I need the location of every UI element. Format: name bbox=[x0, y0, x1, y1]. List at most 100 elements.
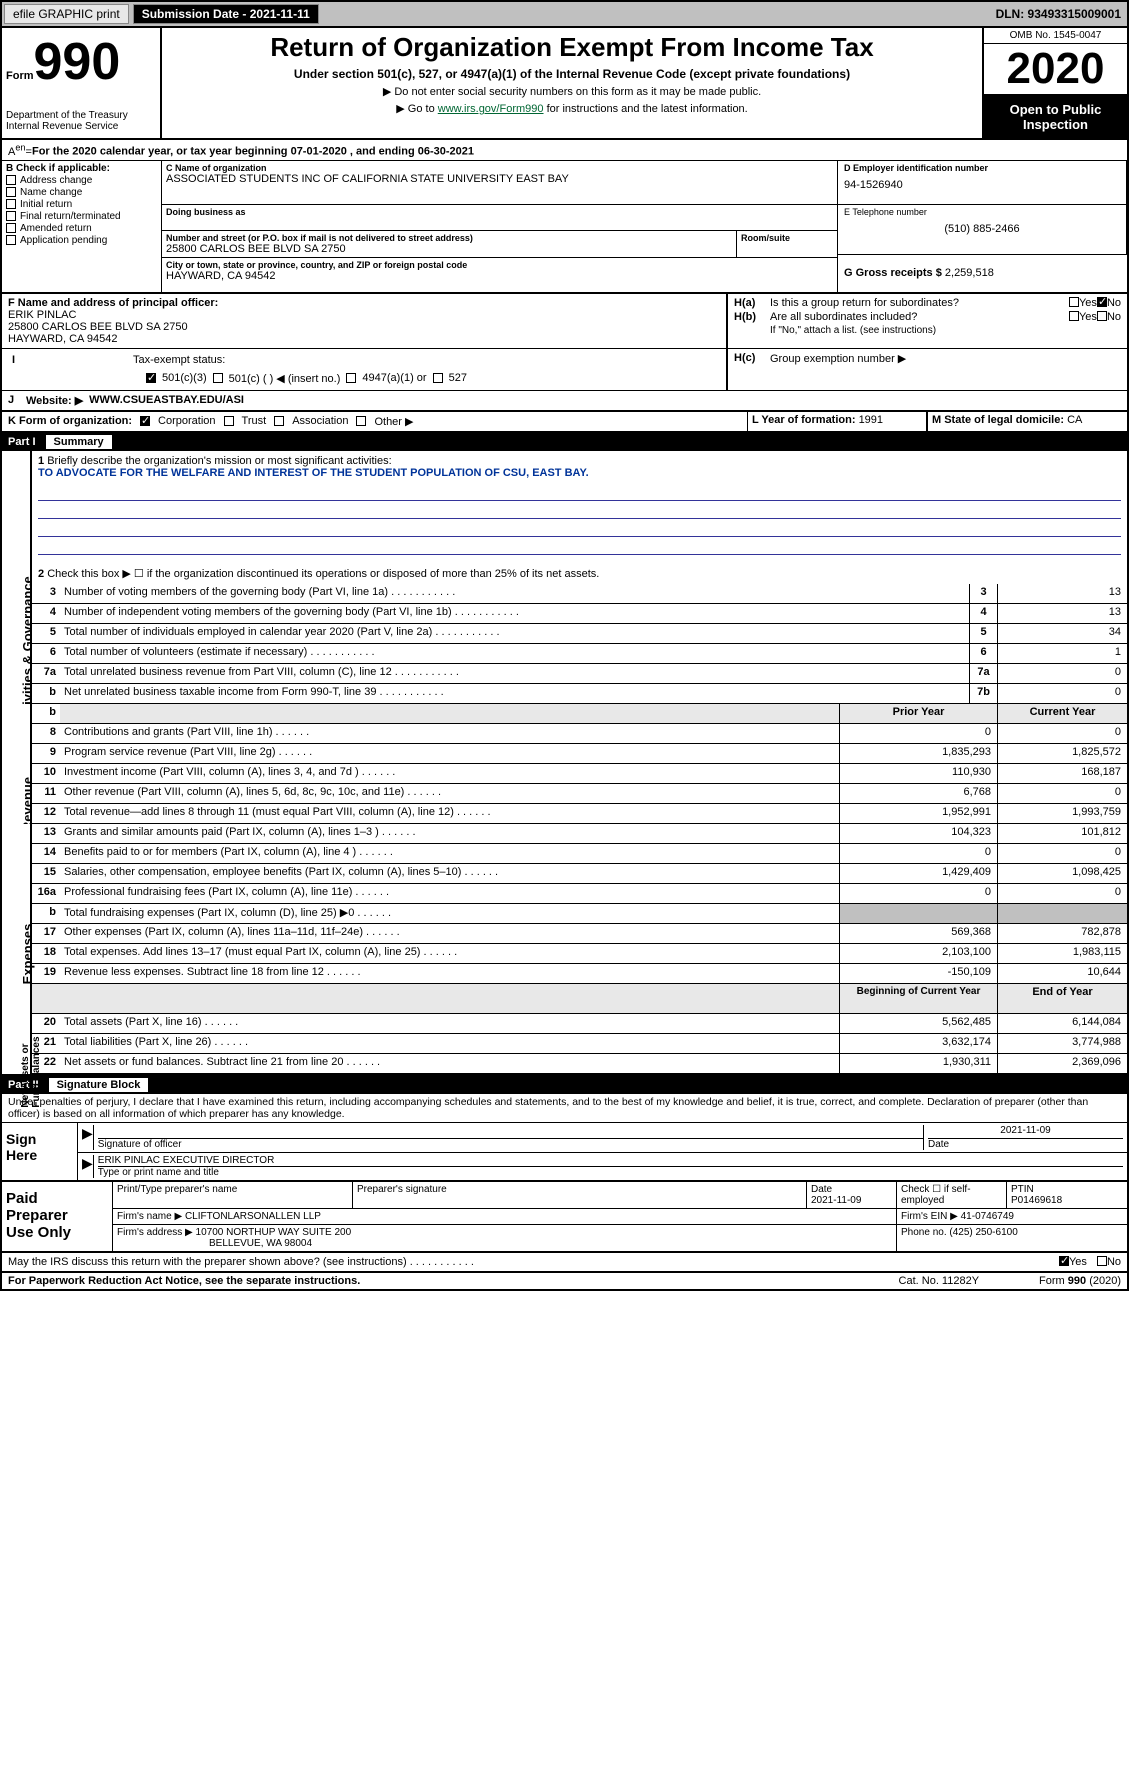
org-info-section: B Check if applicable: Address change Na… bbox=[2, 161, 1127, 294]
form-title: Return of Organization Exempt From Incom… bbox=[170, 32, 974, 63]
paperwork-notice: For Paperwork Reduction Act Notice, see … bbox=[8, 1275, 360, 1287]
form-footer-label: Form 990 (2020) bbox=[1039, 1275, 1121, 1287]
amended-return-checkbox[interactable] bbox=[6, 223, 16, 233]
state-domicile-value: CA bbox=[1067, 414, 1082, 426]
sign-here-section: SignHere ▶ Signature of officer 2021-11-… bbox=[2, 1123, 1127, 1182]
part-1-header: Part I Summary bbox=[2, 433, 1127, 451]
firm-address-value: 10700 NORTHUP WAY SUITE 200 bbox=[196, 1227, 352, 1238]
mission-label: Briefly describe the organization's miss… bbox=[47, 455, 391, 467]
part-2-header: Part II Signature Block bbox=[2, 1076, 1127, 1094]
signature-officer-label: Signature of officer bbox=[98, 1139, 923, 1150]
discuss-yes-checkbox[interactable] bbox=[1059, 1256, 1069, 1266]
discuss-no-checkbox[interactable] bbox=[1097, 1256, 1107, 1266]
expenses-section: Expenses 13Grants and similar amounts pa… bbox=[2, 824, 1127, 984]
year-formation-value: 1991 bbox=[859, 414, 883, 426]
name-change-checkbox[interactable] bbox=[6, 187, 16, 197]
governance-section: Activities & Governance 1 Briefly descri… bbox=[2, 451, 1127, 704]
line-2-text: Check this box ▶ ☐ if the organization d… bbox=[47, 568, 599, 580]
revenue-section: Revenue bPrior YearCurrent Year 8Contrib… bbox=[2, 704, 1127, 824]
print-name-label: Type or print name and title bbox=[98, 1167, 1123, 1178]
prior-year-header: Prior Year bbox=[839, 704, 997, 723]
website-value: WWW.CSUEASTBAY.EDU/ASI bbox=[89, 394, 244, 406]
officer-label: F Name and address of principal officer: bbox=[8, 297, 720, 309]
officer-address: 25800 CARLOS BEE BLVD SA 2750HAYWARD, CA… bbox=[8, 321, 720, 345]
k-label: K Form of organization: bbox=[8, 415, 132, 427]
form-header: Form990 Department of the TreasuryIntern… bbox=[2, 28, 1127, 140]
initial-return-checkbox[interactable] bbox=[6, 199, 16, 209]
self-employed-check: Check ☐ if self-employed bbox=[897, 1182, 1007, 1208]
form-subtitle: Under section 501(c), 527, or 4947(a)(1)… bbox=[170, 67, 974, 81]
subordinates-question: Are all subordinates included? bbox=[770, 311, 1069, 323]
association-checkbox[interactable] bbox=[274, 416, 284, 426]
omb-number: OMB No. 1545-0047 bbox=[984, 28, 1127, 44]
ptin-value: P01469618 bbox=[1011, 1195, 1062, 1206]
discuss-question: May the IRS discuss this return with the… bbox=[8, 1256, 1059, 1268]
hb-yes-checkbox[interactable] bbox=[1069, 311, 1079, 321]
ha-yes-checkbox[interactable] bbox=[1069, 297, 1079, 307]
page-footer: For Paperwork Reduction Act Notice, see … bbox=[2, 1273, 1127, 1289]
netassets-section: Net Assets orFund Balances Beginning of … bbox=[2, 984, 1127, 1076]
officer-print-name: ERIK PINLAC EXECUTIVE DIRECTOR bbox=[98, 1155, 1123, 1167]
ein-value: 94-1526940 bbox=[844, 179, 1120, 191]
top-toolbar: efile GRAPHIC print Submission Date - 20… bbox=[2, 2, 1127, 28]
mission-text: TO ADVOCATE FOR THE WELFARE AND INTEREST… bbox=[38, 467, 1121, 479]
officer-h-section: F Name and address of principal officer:… bbox=[2, 294, 1127, 349]
form-990-page: efile GRAPHIC print Submission Date - 20… bbox=[0, 0, 1129, 1291]
paid-preparer-label: PaidPreparerUse Only bbox=[2, 1182, 112, 1251]
address-change-checkbox[interactable] bbox=[6, 175, 16, 185]
org-name-value: ASSOCIATED STUDENTS INC OF CALIFORNIA ST… bbox=[166, 173, 833, 185]
instruction-1: ▶ Do not enter social security numbers o… bbox=[170, 85, 974, 98]
application-pending-checkbox[interactable] bbox=[6, 235, 16, 245]
hb-no-checkbox[interactable] bbox=[1097, 311, 1107, 321]
netassets-sidebar-label: Net Assets orFund Balances bbox=[20, 1036, 42, 1107]
expenses-sidebar-label: Expenses bbox=[20, 923, 35, 984]
preparer-date-value: 2021-11-09 bbox=[811, 1195, 861, 1206]
trust-checkbox[interactable] bbox=[224, 416, 234, 426]
corporation-checkbox[interactable] bbox=[140, 416, 150, 426]
dln-label: DLN: 93493315009001 bbox=[990, 5, 1127, 23]
ein-label: D Employer identification number bbox=[844, 163, 1120, 173]
begin-year-header: Beginning of Current Year bbox=[839, 984, 997, 1013]
instruction-2: ▶ Go to www.irs.gov/Form990 for instruct… bbox=[170, 102, 974, 115]
website-label: Website: ▶ bbox=[26, 394, 83, 407]
telephone-label: E Telephone number bbox=[844, 207, 1120, 217]
group-return-question: Is this a group return for subordinates? bbox=[770, 297, 1069, 309]
open-to-public: Open to Public Inspection bbox=[984, 96, 1127, 138]
efile-graphic-print-button[interactable]: efile GRAPHIC print bbox=[4, 4, 129, 24]
sign-here-label: SignHere bbox=[2, 1123, 77, 1180]
group-exemption-label: Group exemption number ▶ bbox=[770, 352, 906, 365]
527-checkbox[interactable] bbox=[433, 373, 443, 383]
irs-link[interactable]: www.irs.gov/Form990 bbox=[438, 103, 544, 115]
org-form-row: K Form of organization: Corporation Trus… bbox=[2, 412, 1127, 433]
city-value: HAYWARD, CA 94542 bbox=[166, 270, 833, 282]
submission-date-button[interactable]: Submission Date - 2021-11-11 bbox=[133, 4, 319, 24]
form-word: Form bbox=[6, 70, 34, 82]
501c3-checkbox[interactable] bbox=[146, 373, 156, 383]
room-label: Room/suite bbox=[741, 233, 833, 243]
officer-name: ERIK PINLAC bbox=[8, 309, 720, 321]
4947-checkbox[interactable] bbox=[346, 373, 356, 383]
form-number: 990 bbox=[34, 33, 121, 91]
city-label: City or town, state or province, country… bbox=[166, 260, 833, 270]
perjury-statement: Under penalties of perjury, I declare th… bbox=[2, 1094, 1127, 1123]
other-checkbox[interactable] bbox=[356, 416, 366, 426]
firm-phone-value: (425) 250-6100 bbox=[949, 1227, 1017, 1238]
tax-period-label: Aen=For the 2020 calendar year, or tax y… bbox=[2, 140, 1127, 161]
catalog-number: Cat. No. 11282Y bbox=[899, 1275, 980, 1287]
501c-checkbox[interactable] bbox=[213, 373, 223, 383]
firm-name-value: CLIFTONLARSONALLEN LLP bbox=[185, 1211, 321, 1222]
street-value: 25800 CARLOS BEE BLVD SA 2750 bbox=[166, 243, 732, 255]
telephone-value: (510) 885-2466 bbox=[844, 223, 1120, 235]
tax-year: 2020 bbox=[984, 44, 1127, 96]
paid-preparer-section: PaidPreparerUse Only Print/Type preparer… bbox=[2, 1182, 1127, 1253]
ha-no-checkbox[interactable] bbox=[1097, 297, 1107, 307]
sign-date-label: Date bbox=[928, 1139, 1123, 1150]
check-applicable-label: B Check if applicable: bbox=[6, 163, 157, 174]
gross-receipts-value: 2,259,518 bbox=[945, 267, 994, 279]
tax-status-row: I Tax-exempt status: 501(c)(3) 501(c) ( … bbox=[2, 349, 1127, 391]
preparer-sig-label: Preparer's signature bbox=[353, 1182, 807, 1208]
final-return-checkbox[interactable] bbox=[6, 211, 16, 221]
dba-label: Doing business as bbox=[166, 207, 833, 217]
org-name-label: C Name of organization bbox=[166, 163, 833, 173]
tax-status-i-label: I bbox=[12, 354, 127, 366]
